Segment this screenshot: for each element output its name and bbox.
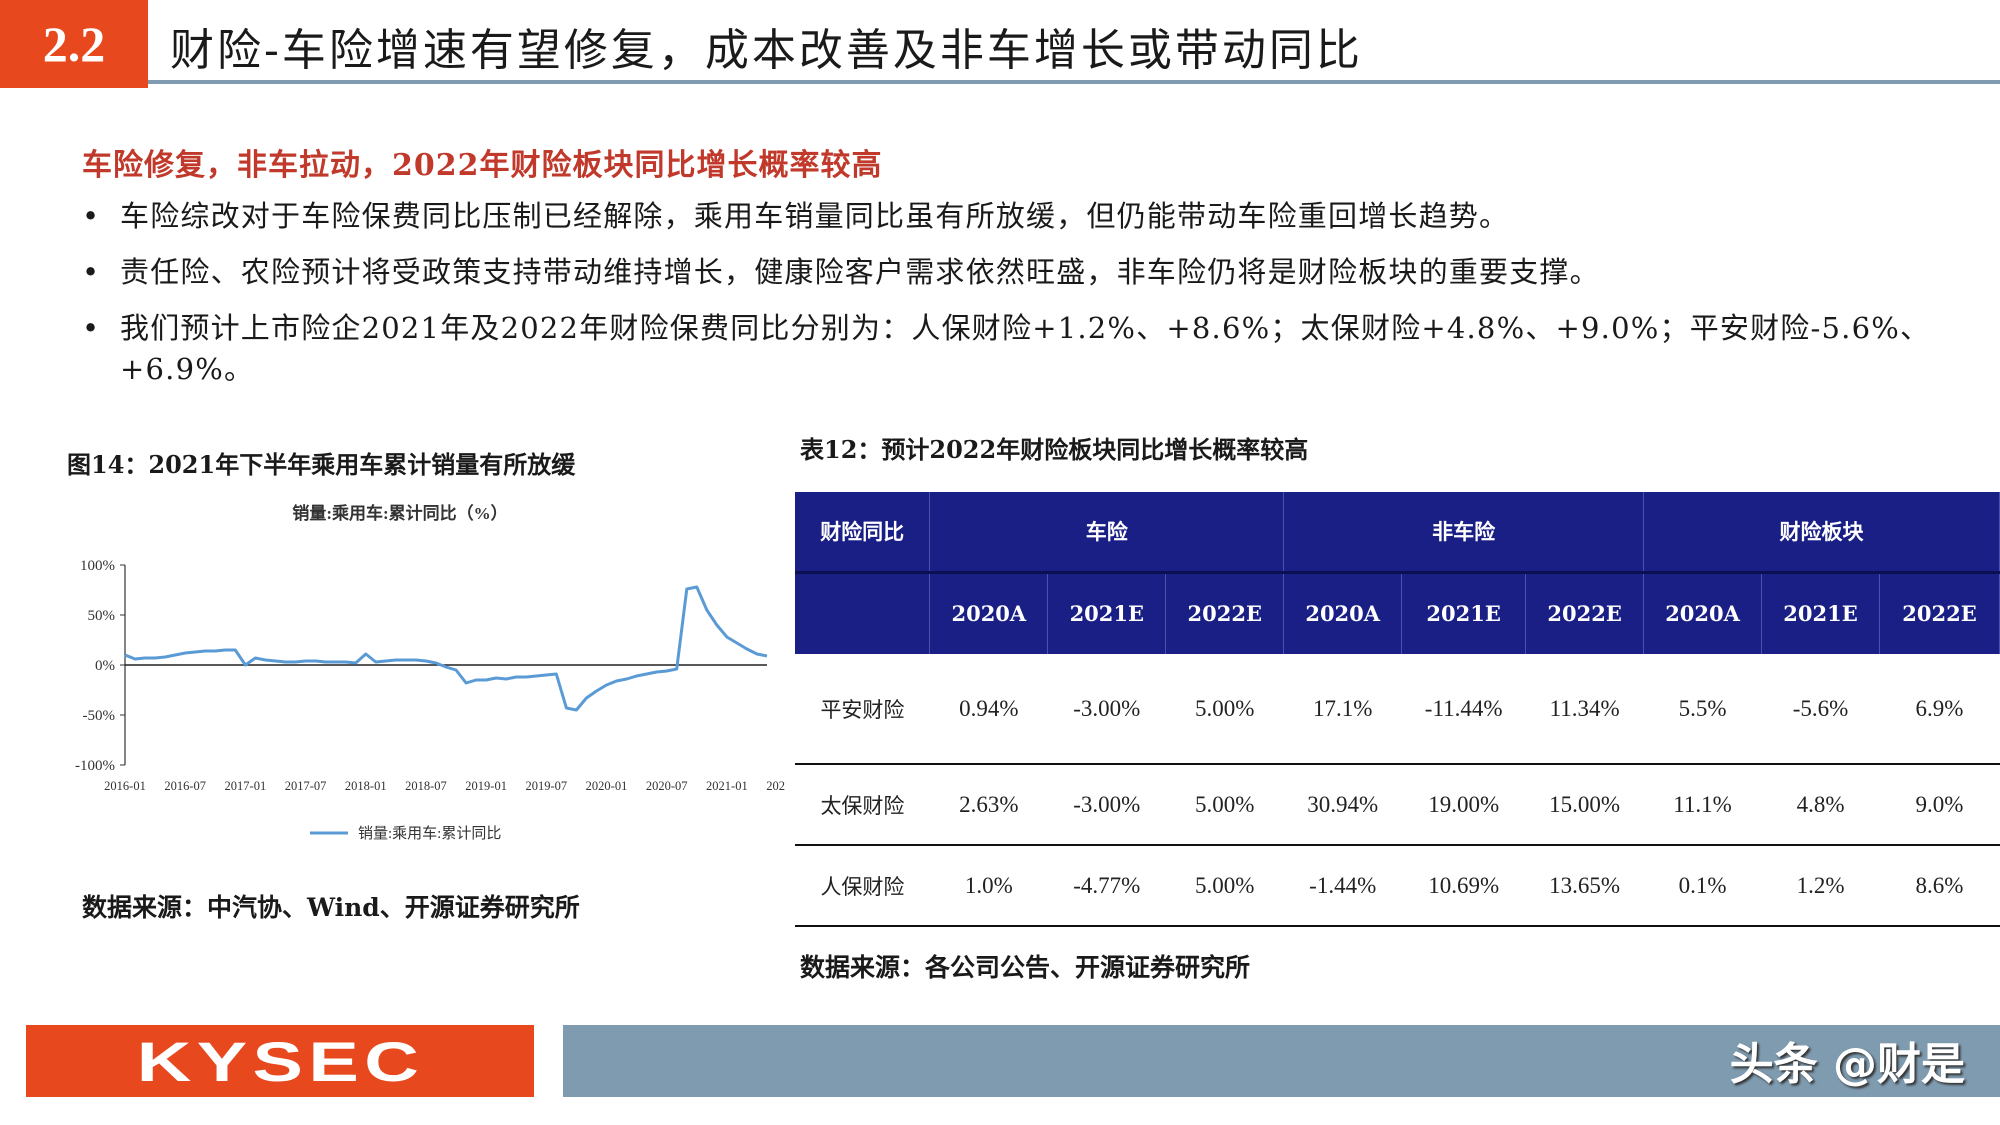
table-cell: 1.0% <box>929 845 1048 927</box>
year-header: 2021E <box>1401 570 1527 654</box>
x-tick-label: 2017-01 <box>225 779 267 793</box>
table-cell: 0.94% <box>929 654 1048 765</box>
figure-source: 数据来源：中汽协、Wind、开源证券研究所 <box>82 893 580 922</box>
table-cell: 11.34% <box>1525 654 1644 765</box>
table-title: 表12：预计2022年财险板块同比增长概率较高 <box>800 435 1309 464</box>
row-label: 太保财险 <box>795 764 930 846</box>
table-row: 平安财险 0.94% -3.00% 5.00% 17.1% -11.44% 11… <box>795 654 2000 765</box>
table-cell: 30.94% <box>1283 764 1402 846</box>
x-tick-label: 2020-01 <box>586 779 628 793</box>
chart-title: 销量:乘用车:累计同比（%） <box>292 503 507 523</box>
year-header: 2022E <box>1165 570 1285 654</box>
x-tick-label: 2021-07 <box>766 779 785 793</box>
group-header: 车险 <box>929 492 1285 572</box>
year-header: 2020A <box>929 570 1049 654</box>
lead-statement: 车险修复，非车拉动，2022年财险板块同比增长概率较高 <box>82 148 883 183</box>
y-tick-label: 100% <box>80 558 115 574</box>
table-cell: 8.6% <box>1879 845 2000 927</box>
y-tick-label: -50% <box>83 708 116 724</box>
y-tick-label: -100% <box>75 758 115 774</box>
table-cell: -11.44% <box>1401 654 1526 765</box>
section-number: 2.2 <box>0 0 148 88</box>
table-cell: 6.9% <box>1879 654 2000 765</box>
chart-series <box>124 585 768 712</box>
year-header: 2022E <box>1879 570 2000 654</box>
table-cell: -3.00% <box>1047 764 1166 846</box>
group-header: 财险板块 <box>1643 492 2000 572</box>
year-header: 2020A <box>1643 570 1763 654</box>
table-cell: 19.00% <box>1401 764 1526 846</box>
data-table: 财险同比 车险 非车险 财险板块 2020A 2021E 2022E 2020A… <box>795 492 2000 927</box>
bullet-item: 车险综改对于车险保费同比压制已经解除，乘用车销量同比虽有所放缓，但仍能带动车险重… <box>80 196 1960 237</box>
x-tick-label: 2019-01 <box>465 779 507 793</box>
table-cell: 5.00% <box>1165 845 1284 927</box>
table-cell: 13.65% <box>1525 845 1644 927</box>
x-tick-label: 2018-07 <box>405 779 447 793</box>
y-tick-label: 0% <box>95 658 115 674</box>
x-tick-label: 2017-07 <box>285 779 327 793</box>
x-tick-label: 2018-01 <box>345 779 387 793</box>
x-tick-label: 2016-01 <box>104 779 146 793</box>
table-cell: 2.63% <box>929 764 1048 846</box>
x-tick-label: 2020-07 <box>646 779 688 793</box>
chart-legend: 销量:乘用车:累计同比 <box>310 825 501 842</box>
table-row: 人保财险 1.0% -4.77% 5.00% -1.44% 10.69% 13.… <box>795 845 2000 927</box>
x-tick-label: 2021-01 <box>706 779 748 793</box>
table-cell: 15.00% <box>1525 764 1644 846</box>
chart-axes: 100% 50% 0% -50% -100% 2016-01 2016-07 2017-01 2… <box>75 558 785 793</box>
table-cell: 5.00% <box>1165 764 1284 846</box>
group-header: 非车险 <box>1283 492 1645 572</box>
legend-label: 销量:乘用车:累计同比 <box>358 825 501 842</box>
table-header-blank <box>795 570 931 654</box>
line-chart: 销量:乘用车:累计同比（%） 100% 50% 0% -50% -100% 2016-01… <box>75 503 785 842</box>
table-row: 太保财险 2.63% -3.00% 5.00% 30.94% 19.00% 15… <box>795 764 2000 846</box>
bullet-list: 车险综改对于车险保费同比压制已经解除，乘用车销量同比虽有所放缓，但仍能带动车险重… <box>80 196 1960 405</box>
watermark: 头条 @财是 <box>1729 1039 1965 1090</box>
table-cell: -5.6% <box>1761 654 1880 765</box>
table-source: 数据来源：各公司公告、开源证券研究所 <box>800 953 1251 982</box>
table-cell: 5.5% <box>1643 654 1762 765</box>
table-cell: 5.00% <box>1165 654 1284 765</box>
figure-title: 图14：2021年下半年乘用车累计销量有所放缓 <box>67 450 576 479</box>
series-line <box>124 585 768 712</box>
year-header: 2021E <box>1047 570 1167 654</box>
year-header: 2022E <box>1525 570 1645 654</box>
y-tick-label: 50% <box>88 608 116 624</box>
table-cell: 0.1% <box>1643 845 1762 927</box>
bullet-item: 责任险、农险预计将受政策支持带动维持增长，健康险客户需求依然旺盛，非车险仍将是财… <box>80 252 1960 293</box>
page-title: 财险-车险增速有望修复，成本改善及非车增长或带动同比 <box>170 25 1363 76</box>
table-cell: -1.44% <box>1283 845 1402 927</box>
footer-bar <box>563 1025 2000 1097</box>
table-cell: -3.00% <box>1047 654 1166 765</box>
row-label: 平安财险 <box>795 654 930 765</box>
table-cell: 4.8% <box>1761 764 1880 846</box>
year-header: 2020A <box>1283 570 1403 654</box>
logo-text: KYSEC <box>136 1029 424 1093</box>
row-label: 人保财险 <box>795 845 930 927</box>
bullet-item: 我们预计上市险企2021年及2022年财险保费同比分别为：人保财险+1.2%、+… <box>80 308 1960 390</box>
table-cell: 11.1% <box>1643 764 1762 846</box>
table-cell: -4.77% <box>1047 845 1166 927</box>
x-tick-label: 2016-07 <box>164 779 206 793</box>
table-cell: 17.1% <box>1283 654 1402 765</box>
company-logo: KYSEC <box>26 1025 534 1097</box>
x-tick-label: 2019-07 <box>525 779 567 793</box>
header-divider <box>148 80 2000 84</box>
table-corner-header: 财险同比 <box>795 492 931 572</box>
table-cell: 1.2% <box>1761 845 1880 927</box>
year-header: 2021E <box>1761 570 1880 654</box>
table-cell: 9.0% <box>1879 764 2000 846</box>
table-cell: 10.69% <box>1401 845 1526 927</box>
